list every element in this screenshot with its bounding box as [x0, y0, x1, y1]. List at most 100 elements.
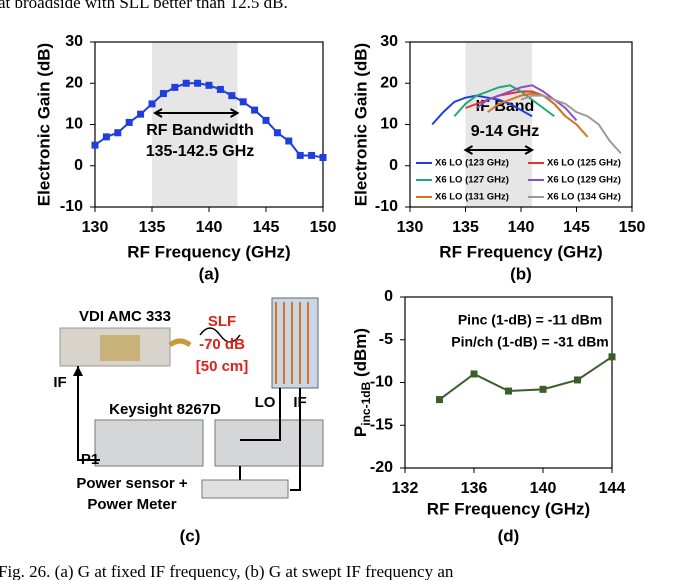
shaded-band: [465, 42, 533, 207]
series-line: [487, 92, 589, 138]
x-tick-label: 135: [139, 219, 166, 236]
annotation: RF Bandwidth: [146, 122, 254, 139]
plot-frame: [409, 41, 633, 208]
x-axis-label: RF Frequency (GHz): [439, 242, 602, 261]
diagram-label: [50 cm]: [196, 358, 249, 375]
x-tick-label: 132: [392, 480, 419, 497]
shaded-band: [152, 42, 238, 207]
annotation: 135-142.5 GHz: [146, 143, 255, 160]
x-tick-label: 145: [253, 219, 280, 236]
point: [182, 79, 190, 87]
x-axis-label: RF Frequency (GHz): [127, 242, 290, 261]
setup-illustration: [59, 297, 324, 499]
y-tick-label: 10: [65, 116, 83, 133]
point: [205, 81, 213, 89]
point: [137, 110, 145, 118]
y-tick-label: 20: [380, 74, 398, 91]
x-tick-label: 140: [196, 219, 223, 236]
legend-label: X6 LO (131 GHz): [435, 192, 509, 203]
y-tick-label: 0: [74, 157, 83, 174]
legend-label: X6 LO (129 GHz): [547, 175, 621, 186]
y-axis-label-unit: (dBm): [351, 328, 370, 382]
y-axis-label-sub: inc-1dB: [359, 381, 373, 425]
y-tick-label: -10: [60, 198, 83, 215]
x-tick-label: 135: [452, 219, 479, 236]
point: [125, 118, 133, 126]
point: [91, 141, 99, 149]
point: [436, 396, 443, 404]
diagram-label: LO: [255, 394, 276, 411]
series-line: [431, 94, 533, 126]
panel-label: (b): [510, 264, 532, 283]
y-axis-label: Electronic Gain (dB): [351, 43, 370, 206]
y-tick-label: 20: [65, 74, 83, 91]
x-axis-label: RF Frequency (GHz): [427, 499, 590, 518]
point: [505, 387, 512, 395]
caption: Fig. 26. (a) G at fixed IF frequency, (b…: [0, 562, 454, 580]
x-tick-label: 140: [508, 219, 535, 236]
point: [159, 90, 167, 98]
point: [285, 137, 293, 145]
point: [102, 133, 110, 141]
y-axis-label: Electronic Gain (dB): [34, 43, 53, 206]
plot-frame: [404, 296, 613, 469]
body-text: at broadside with SLL better than 12.5 d…: [0, 0, 288, 12]
series-line: [453, 84, 555, 118]
diagram-label: Keysight 8267D: [109, 401, 221, 418]
series-line: [476, 84, 578, 122]
double-arrow: [152, 108, 240, 118]
diagram-label: VDI AMC 333: [79, 308, 171, 325]
point: [171, 83, 179, 91]
annotation: Pin/ch (1-dB) = -31 dBm: [451, 334, 609, 350]
legend-label: X6 LO (125 GHz): [547, 158, 621, 169]
point: [574, 376, 581, 384]
diagram-label: P1: [81, 451, 99, 468]
point: [251, 106, 259, 114]
point: [216, 85, 224, 93]
annotation: Pinc (1-dB) = -11 dBm: [458, 312, 602, 328]
x-tick-label: 130: [82, 219, 109, 236]
x-tick-label: 150: [310, 219, 337, 236]
y-tick-label: -5: [379, 331, 393, 348]
x-tick-label: 136: [461, 480, 488, 497]
y-tick-label: -10: [375, 198, 398, 215]
panel-label: (a): [199, 264, 220, 283]
point: [608, 353, 616, 361]
plot-frame: [94, 41, 324, 208]
y-tick-label: 0: [384, 288, 393, 305]
y-tick-label: 30: [65, 33, 83, 50]
point: [273, 129, 281, 137]
series-line: [438, 356, 613, 401]
point: [239, 98, 247, 106]
y-tick-label: -20: [370, 459, 393, 476]
point: [296, 151, 304, 159]
legend-label: X6 LO (134 GHz): [547, 192, 621, 203]
panel-label: (d): [498, 526, 520, 545]
x-tick-label: 130: [397, 219, 424, 236]
panel-label: (c): [180, 526, 201, 545]
y-tick-label: 0: [389, 157, 398, 174]
diagram-label: Power sensor +: [76, 475, 188, 492]
diagram-label: Power Meter: [87, 496, 176, 513]
x-tick-label: 150: [619, 219, 646, 236]
x-tick-label: 145: [563, 219, 590, 236]
legend-label: X6 LO (127 GHz): [435, 175, 509, 186]
point: [228, 92, 236, 100]
y-tick-label: 30: [380, 33, 398, 50]
y-axis-label: Pinc-1dB (dBm): [351, 328, 373, 437]
annotation: 9-14 GHz: [471, 123, 539, 140]
point: [194, 79, 202, 87]
diagram-label: SLF: [208, 313, 236, 330]
series-line: [520, 94, 622, 155]
y-tick-label: -10: [370, 374, 393, 391]
point: [262, 116, 270, 124]
legend-label: X6 LO (123 GHz): [435, 158, 509, 169]
point: [308, 151, 316, 159]
diagram-label: IF: [53, 374, 66, 391]
point: [470, 370, 478, 378]
point: [148, 100, 156, 108]
x-tick-label: 140: [530, 480, 557, 497]
diagram-label: IF: [293, 394, 306, 411]
y-tick-label: -15: [370, 416, 393, 433]
